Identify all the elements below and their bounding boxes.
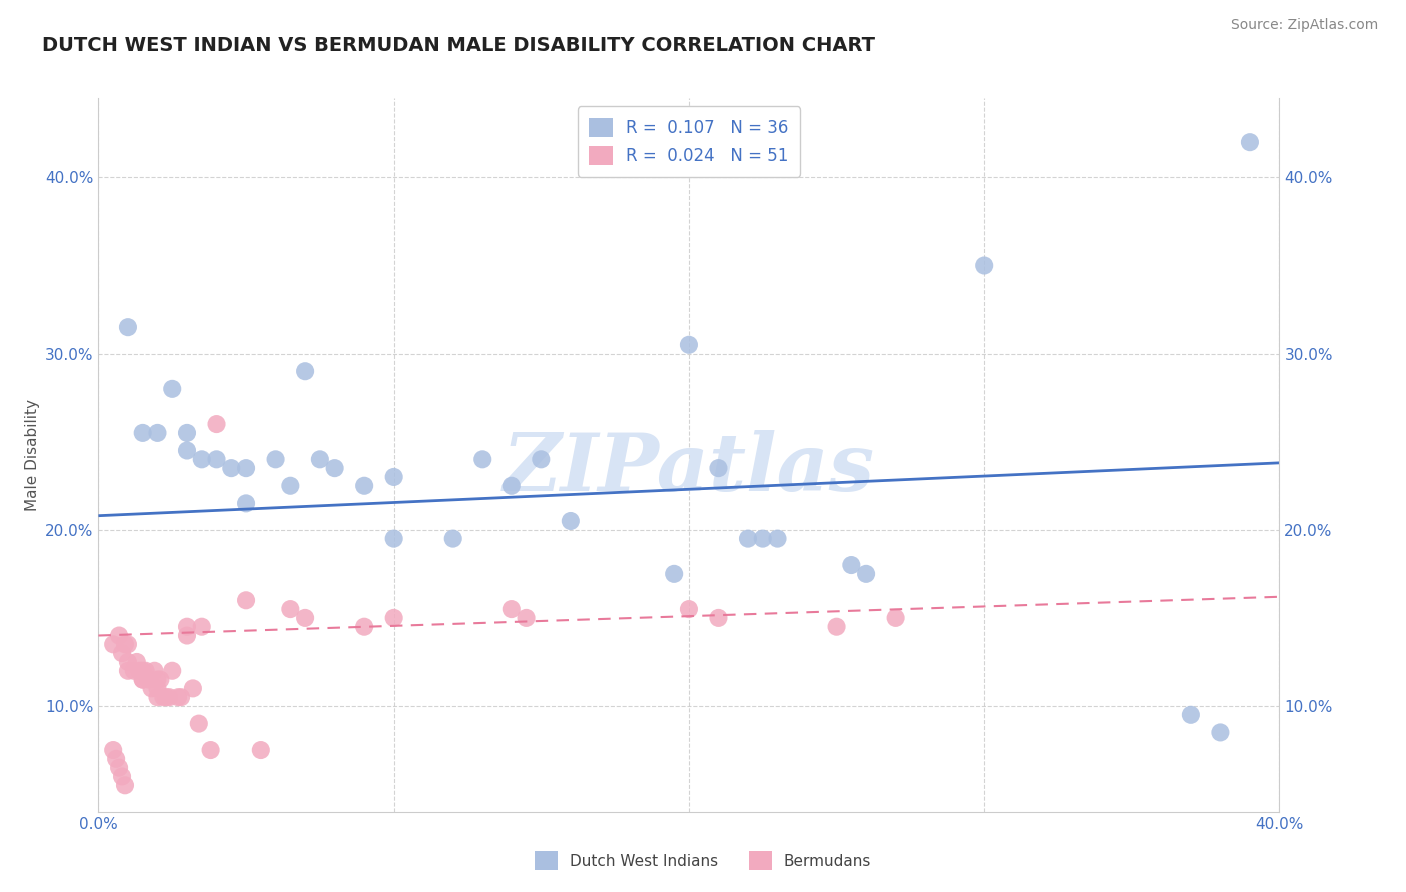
Point [353,479,375,493]
Point [382,470,405,484]
Point [219,461,242,475]
Point [181,681,204,696]
Point [167,690,190,705]
Point [146,425,169,440]
Point [205,417,228,431]
Point [707,461,730,475]
Point [737,532,759,546]
Point [114,778,136,792]
Point [278,479,302,493]
Point [382,532,405,546]
Point [825,620,848,634]
Text: Source: ZipAtlas.com: Source: ZipAtlas.com [1230,18,1378,32]
Point [235,593,257,607]
Point [135,664,157,678]
Point [149,673,172,687]
Point [382,611,405,625]
Point [162,382,183,396]
Point [176,620,198,634]
Point [117,664,139,678]
Point [664,566,686,581]
Point [471,452,494,467]
Text: ZIPatlas: ZIPatlas [503,431,875,508]
Point [353,620,375,634]
Point [294,611,316,625]
Point [143,664,166,678]
Point [122,664,145,678]
Point [132,664,155,678]
Point [973,259,995,273]
Y-axis label: Male Disability: Male Disability [24,399,39,511]
Point [155,690,177,705]
Point [132,673,155,687]
Point [1239,135,1261,149]
Point [678,602,700,616]
Point [111,646,134,660]
Point [132,673,155,687]
Point [138,673,160,687]
Point [152,690,174,705]
Point [191,620,214,634]
Point [294,364,316,378]
Point [560,514,582,528]
Point [1209,725,1232,739]
Point [114,637,136,651]
Text: DUTCH WEST INDIAN VS BERMUDAN MALE DISABILITY CORRELATION CHART: DUTCH WEST INDIAN VS BERMUDAN MALE DISAB… [42,36,875,54]
Point [170,690,193,705]
Legend: R =  0.107   N = 36, R =  0.024   N = 51: R = 0.107 N = 36, R = 0.024 N = 51 [578,106,800,177]
Point [841,558,863,572]
Point [501,479,523,493]
Legend: Dutch West Indians, Bermudans: Dutch West Indians, Bermudans [529,846,877,876]
Point [117,320,139,334]
Point [766,532,789,546]
Point [278,602,302,616]
Point [187,716,209,731]
Point [884,611,907,625]
Point [146,673,169,687]
Point [264,452,287,467]
Point [235,496,257,510]
Point [176,443,198,458]
Point [235,461,257,475]
Point [855,566,877,581]
Point [205,452,228,467]
Point [200,743,222,757]
Point [103,637,125,651]
Point [441,532,464,546]
Point [309,452,332,467]
Point [108,761,131,775]
Point [157,690,180,705]
Point [103,743,125,757]
Point [146,690,169,705]
Point [751,532,773,546]
Point [162,664,183,678]
Point [515,611,537,625]
Point [132,425,155,440]
Point [117,655,139,669]
Point [530,452,553,467]
Point [141,681,163,696]
Point [111,769,134,783]
Point [117,637,139,651]
Point [707,611,730,625]
Point [323,461,346,475]
Point [146,681,169,696]
Point [250,743,273,757]
Point [501,602,523,616]
Point [1180,707,1202,722]
Point [176,425,198,440]
Point [176,628,198,642]
Point [128,664,150,678]
Point [191,452,214,467]
Point [105,752,128,766]
Point [678,338,700,352]
Point [108,628,131,642]
Point [125,655,148,669]
